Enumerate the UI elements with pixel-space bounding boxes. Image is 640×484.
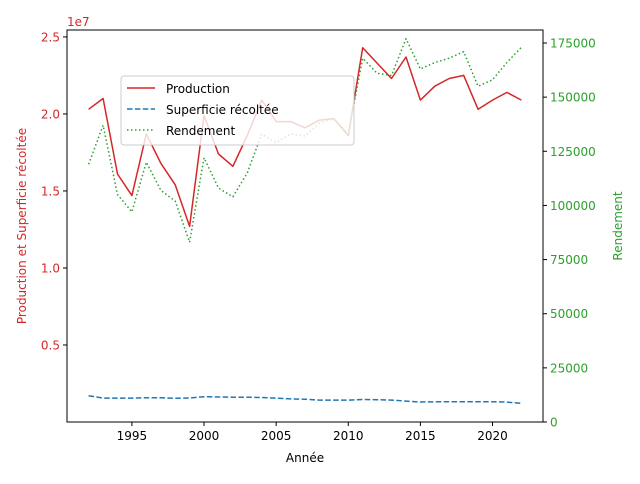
y-right-tick-label: 75000 (550, 253, 588, 267)
x-tick-label: 2005 (261, 429, 292, 443)
left-offset-label: 1e7 (67, 15, 90, 29)
plot-frame (66, 29, 544, 423)
x-axis-label: Année (286, 451, 324, 465)
axes: 1995 2000 2005 2010 2015 2020 0.5 1.0 1.5 2.0 2.5 0… (41, 29, 596, 443)
legend-label-production: Production (166, 82, 230, 96)
y-left-tick-label: 2.0 (41, 107, 60, 121)
series-line-superficie-r-colt-e (88, 395, 522, 405)
y-right-tick-label: 0 (550, 416, 558, 430)
x-tick-label: 1995 (117, 429, 148, 443)
y-axis-label-left: Production et Superficie récoltée (15, 128, 29, 324)
y-left-tick-label: 0.5 (41, 338, 60, 352)
x-tick-label: 2000 (189, 429, 220, 443)
legend: Production Superficie récoltée Rendement (120, 75, 355, 146)
y-left-tick-label: 2.5 (41, 30, 60, 44)
x-tick-label: 2015 (405, 429, 436, 443)
y-left-tick-label: 1.0 (41, 261, 60, 275)
y-right-tick-label: 25000 (550, 361, 588, 375)
y-right-tick-label: 175000 (550, 36, 596, 50)
y-right-tick-label: 100000 (550, 199, 596, 213)
y-right-tick-label: 50000 (550, 307, 588, 321)
legend-label-superficie: Superficie récoltée (166, 103, 279, 117)
x-tick-label: 2010 (333, 429, 364, 443)
y-left-tick-label: 1.5 (41, 184, 60, 198)
legend-label-rendement: Rendement (166, 124, 235, 138)
legend-frame (120, 75, 355, 146)
y-axis-label-right: Rendement (611, 191, 625, 260)
x-tick-label: 2020 (477, 429, 508, 443)
y-right-tick-label: 150000 (550, 91, 596, 105)
y-right-tick-label: 125000 (550, 145, 596, 159)
